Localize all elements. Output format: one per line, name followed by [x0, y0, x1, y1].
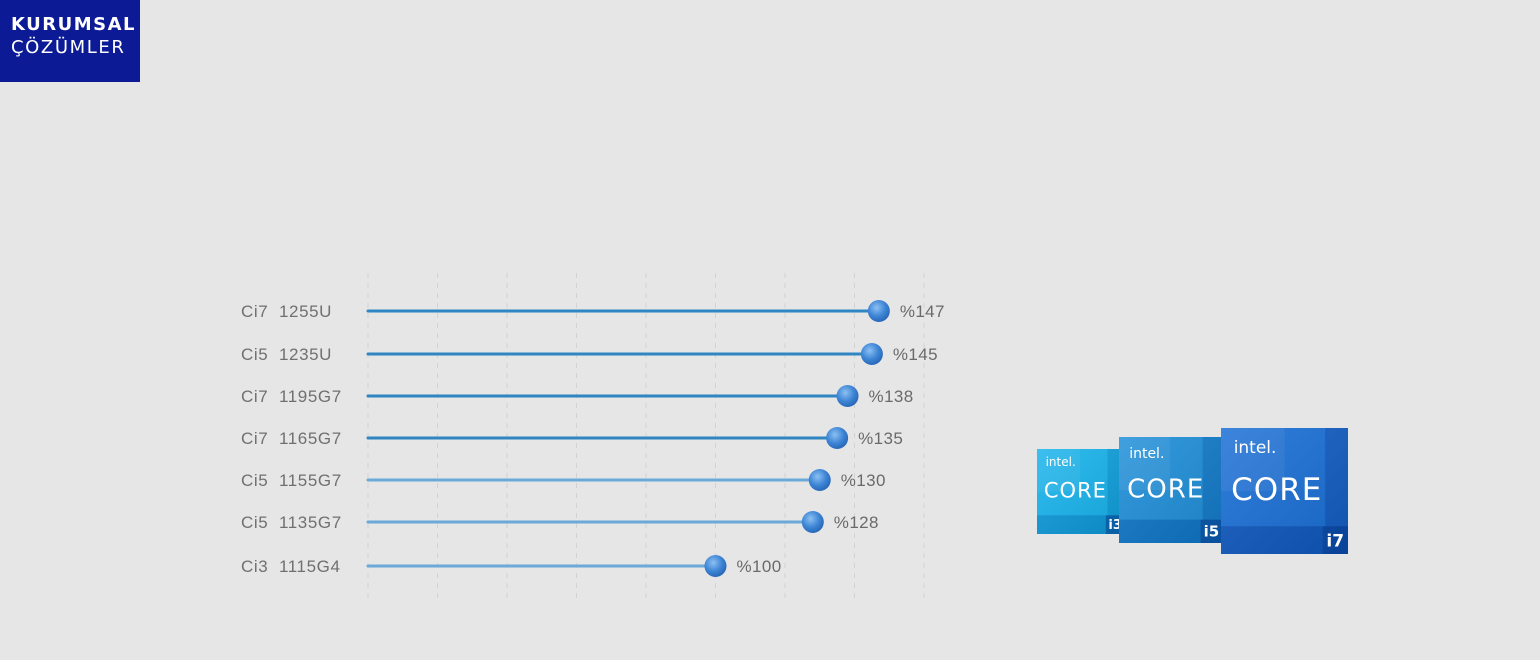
value-label: %138 [869, 387, 914, 406]
intel-core-i7-badge: intel. CORE i7 [1221, 428, 1348, 554]
category-label: Ci5 1135G7 [241, 513, 342, 532]
badge-tier-text: i3 [1108, 518, 1122, 533]
brand-logo: KURUMSAL ÇÖZÜMLER [0, 0, 140, 82]
lollipop-row: Ci7 1165G7 %135 [241, 427, 903, 449]
category-label: Ci5 1155G7 [241, 471, 342, 490]
badge-brand-text: intel. [1234, 438, 1277, 458]
value-label: %130 [841, 471, 886, 490]
lollipop-marker [704, 555, 727, 577]
lollipop-row: Ci7 1255U %147 [241, 300, 945, 322]
lollipop-marker [836, 385, 859, 407]
badge-tier-text: i5 [1204, 523, 1220, 541]
logo-line-2: ÇÖZÜMLER [11, 37, 126, 58]
value-label: %145 [893, 345, 938, 364]
lollipop-marker [808, 469, 831, 491]
lollipop-marker [867, 300, 890, 322]
value-label: %128 [834, 513, 879, 532]
value-label: %147 [900, 302, 945, 321]
lollipop-series: Ci7 1255U %147 Ci5 1235U %145 Ci7 1195G7 %138… [241, 300, 945, 577]
intel-core-i5-badge: intel. CORE i5 [1119, 437, 1221, 543]
badge-core-text: CORE [1231, 472, 1322, 508]
category-label: Ci7 1165G7 [241, 429, 342, 448]
lollipop-row: Ci3 1115G4 %100 [241, 555, 782, 577]
badge-tier-text: i7 [1326, 531, 1344, 551]
lollipop-marker [860, 343, 883, 365]
badge-core-text: CORE [1127, 474, 1204, 504]
badge-core-text: CORE [1044, 478, 1107, 502]
badge-brand-text: intel. [1046, 455, 1076, 469]
lollipop-row: Ci7 1195G7 %138 [241, 385, 914, 407]
category-label: Ci7 1255U [241, 302, 332, 321]
intel-core-i3-badge: intel. CORE i3 [1037, 449, 1123, 534]
intel-core-badges: intel. CORE i3 intel. CORE i5 intel. CORE i7 [1037, 428, 1348, 554]
value-label: %135 [858, 429, 903, 448]
logo-line-1: KURUMSAL [11, 14, 137, 35]
category-label: Ci5 1235U [241, 345, 332, 364]
category-label: Ci3 1115G4 [241, 557, 341, 576]
lollipop-marker [801, 511, 824, 533]
badge-brand-text: intel. [1129, 446, 1164, 462]
value-label: %100 [737, 557, 782, 576]
grid-lines [367, 273, 925, 598]
lollipop-row: Ci5 1235U %145 [241, 343, 938, 365]
lollipop-row: Ci5 1155G7 %130 [241, 469, 886, 491]
category-label: Ci7 1195G7 [241, 387, 342, 406]
lollipop-marker [826, 427, 849, 449]
lollipop-row: Ci5 1135G7 %128 [241, 511, 879, 533]
